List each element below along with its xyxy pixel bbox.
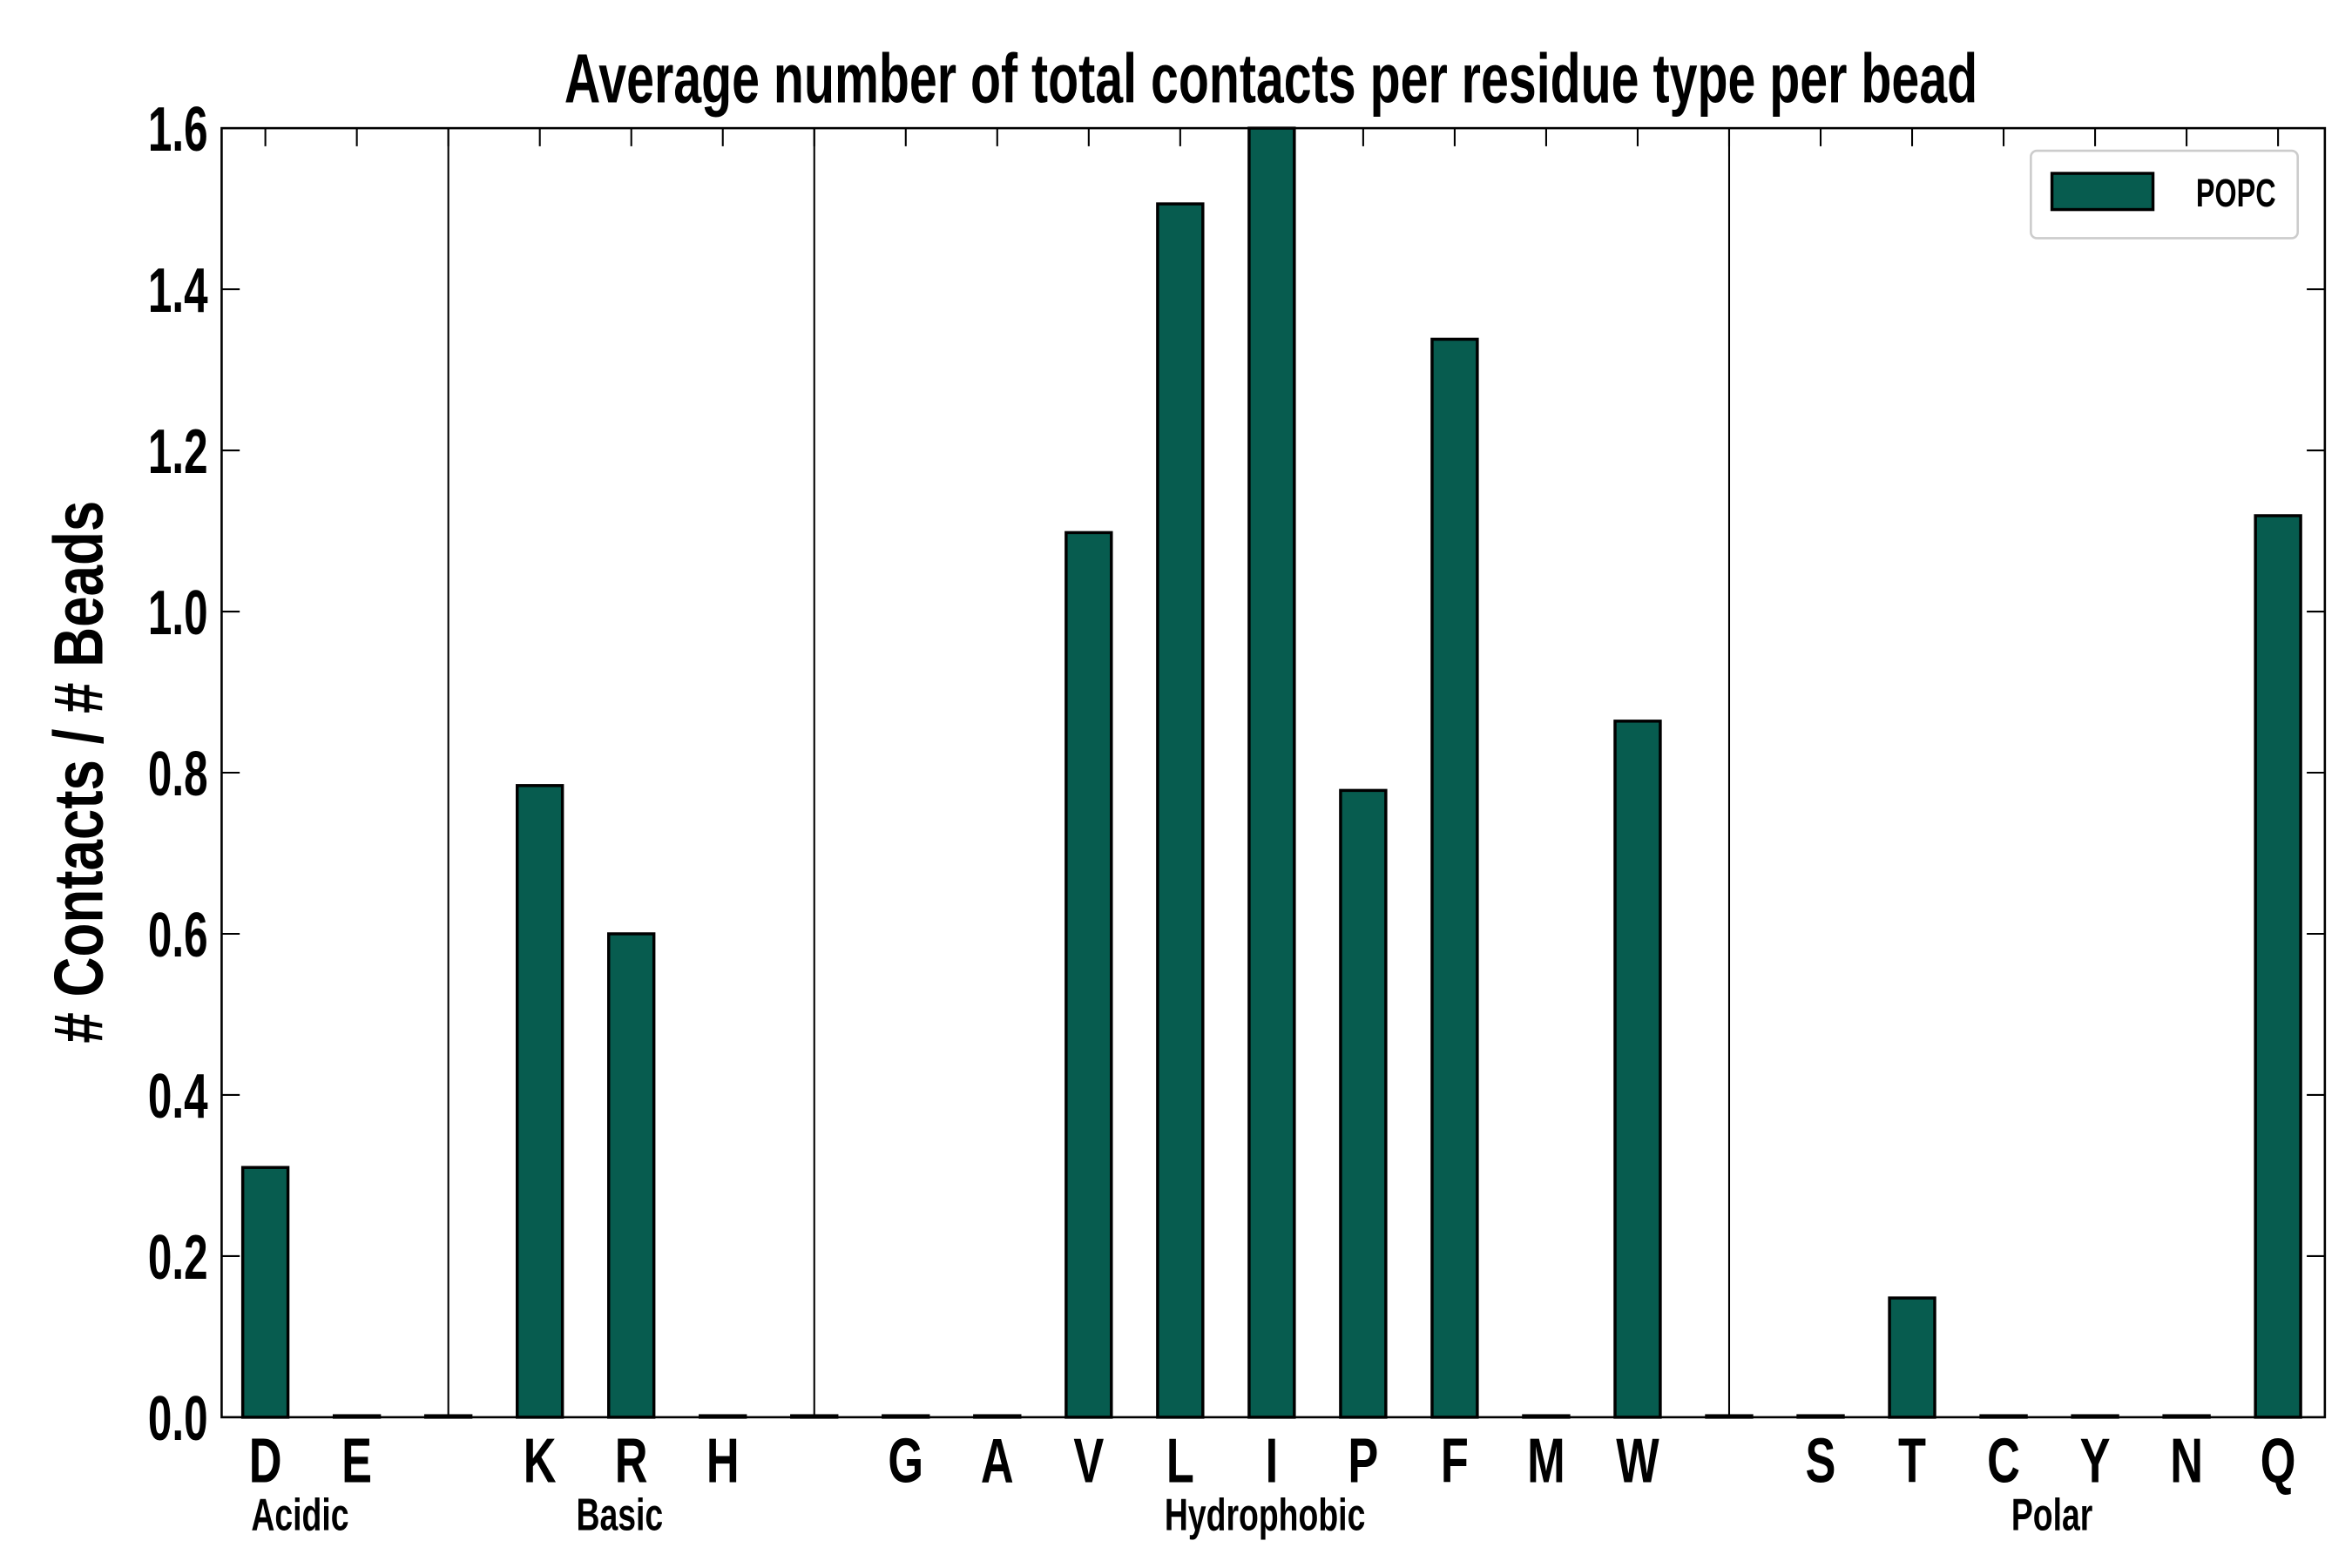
bar-K [515, 784, 564, 1419]
group-label: Basic [576, 1490, 663, 1541]
y-tick-label: 0.6 [148, 901, 208, 971]
bar-F [1430, 337, 1479, 1419]
x-tick-label: E [341, 1426, 372, 1496]
bar-W [1613, 720, 1662, 1419]
x-tick-label: C [1987, 1426, 2020, 1496]
legend: POPC [2030, 149, 2299, 240]
x-tick-label: S [1806, 1426, 1836, 1496]
group-label: Hydrophobic [1165, 1490, 1366, 1541]
legend-label: POPC [2196, 172, 2276, 215]
x-tick-label: K [524, 1426, 557, 1496]
x-tick-label: G [888, 1426, 923, 1496]
x-tick-label: M [1527, 1426, 1565, 1496]
bar-V [1064, 531, 1113, 1419]
x-tick-label: Y [2080, 1426, 2111, 1496]
y-axis-label: # Contacts / # Beads [41, 501, 118, 1044]
plot-frame [220, 126, 2327, 1419]
bar-T [1888, 1296, 1936, 1419]
x-tick-label: L [1166, 1426, 1194, 1496]
x-tick-label: W [1616, 1426, 1659, 1496]
bar-P [1339, 788, 1388, 1419]
bar-I [1247, 126, 1296, 1419]
y-tick-label: 1.4 [148, 256, 208, 327]
x-tick-label: P [1348, 1426, 1378, 1496]
x-tick-label: R [615, 1426, 648, 1496]
y-tick-label: 1.2 [148, 417, 208, 488]
x-tick-label: I [1266, 1426, 1279, 1496]
chart-title: Average number of total contacts per res… [564, 39, 1977, 118]
x-tick-label: A [981, 1426, 1014, 1496]
group-label: Acidic [251, 1490, 348, 1541]
y-tick-label: 0.8 [148, 740, 208, 810]
x-tick-label: F [1441, 1426, 1469, 1496]
y-tick-label: 0.4 [148, 1062, 208, 1132]
x-tick-label: V [1073, 1426, 1104, 1496]
bar-D [240, 1166, 290, 1419]
group-label: Polar [2011, 1490, 2092, 1541]
x-tick-label: D [249, 1426, 282, 1496]
x-tick-label: H [706, 1426, 740, 1496]
x-tick-label: N [2170, 1426, 2203, 1496]
y-tick-label: 1.0 [148, 578, 208, 649]
x-tick-label: Q [2261, 1426, 2296, 1496]
y-tick-label: 0.2 [148, 1223, 208, 1294]
x-tick-label: T [1898, 1426, 1926, 1496]
y-tick-label: 0.0 [148, 1384, 208, 1455]
bar-Q [2254, 514, 2302, 1419]
legend-swatch [2050, 172, 2155, 212]
bar-L [1156, 202, 1205, 1419]
y-tick-label: 1.6 [148, 95, 208, 166]
bar-R [607, 932, 656, 1419]
